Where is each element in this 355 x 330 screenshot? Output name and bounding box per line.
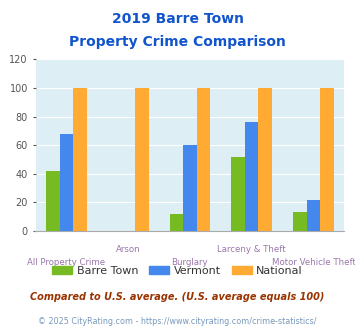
Text: Motor Vehicle Theft: Motor Vehicle Theft	[272, 258, 355, 267]
Text: All Property Crime: All Property Crime	[27, 258, 105, 267]
Bar	[60, 134, 73, 231]
Text: Property Crime Comparison: Property Crime Comparison	[69, 35, 286, 49]
Legend: Barre Town, Vermont, National: Barre Town, Vermont, National	[48, 261, 307, 280]
Bar	[245, 122, 258, 231]
Text: Compared to U.S. average. (U.S. average equals 100): Compared to U.S. average. (U.S. average …	[30, 292, 325, 302]
Text: Larceny & Theft: Larceny & Theft	[217, 245, 286, 254]
Bar	[197, 88, 210, 231]
Bar	[183, 145, 197, 231]
Bar	[73, 88, 87, 231]
Bar	[46, 171, 60, 231]
Bar	[258, 88, 272, 231]
Bar	[135, 88, 148, 231]
Text: © 2025 CityRating.com - https://www.cityrating.com/crime-statistics/: © 2025 CityRating.com - https://www.city…	[38, 317, 317, 326]
Bar	[231, 157, 245, 231]
Bar	[320, 88, 334, 231]
Text: 2019 Barre Town: 2019 Barre Town	[111, 12, 244, 25]
Text: Arson: Arson	[116, 245, 141, 254]
Bar	[170, 214, 183, 231]
Text: Burglary: Burglary	[171, 258, 208, 267]
Bar	[293, 213, 307, 231]
Bar	[307, 200, 320, 231]
